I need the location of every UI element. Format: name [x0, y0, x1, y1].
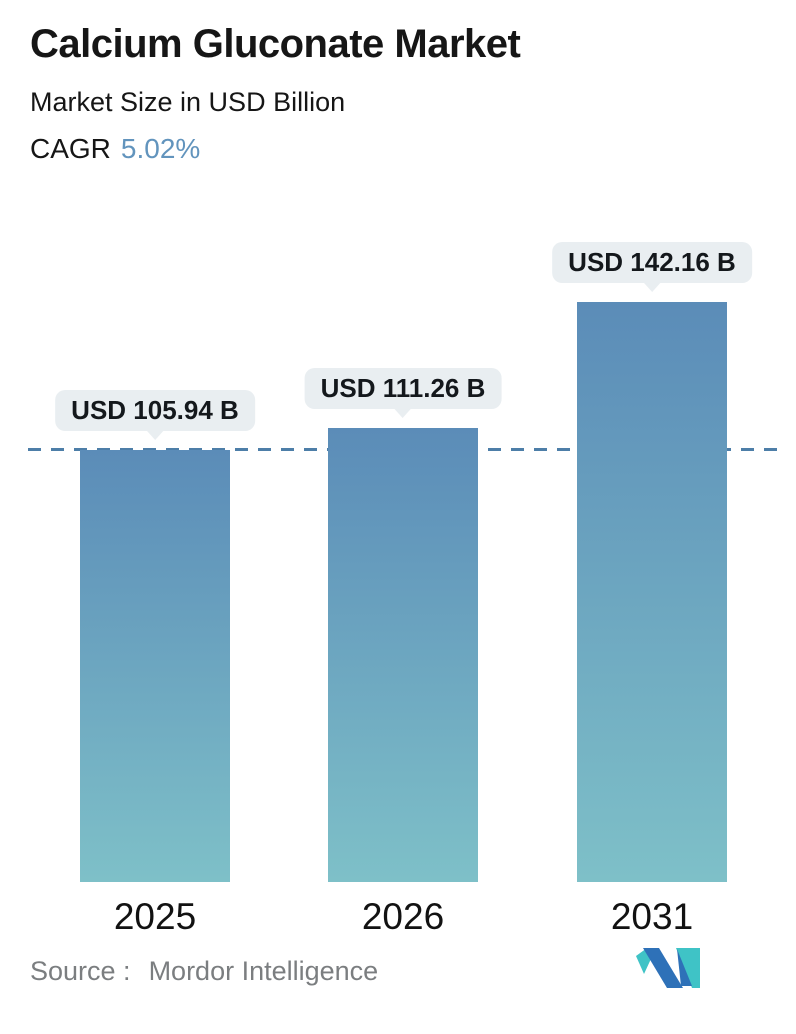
logo-blue-band: [643, 948, 683, 988]
source-label: Source :: [30, 956, 131, 986]
source-value: Mordor Intelligence: [148, 956, 379, 986]
x-axis-label-2026: 2026: [361, 896, 445, 937]
bar-2025: [80, 450, 230, 882]
mordor-intelligence-logo-icon: [636, 948, 700, 988]
cagr-label: CAGR: [30, 133, 111, 164]
bar-2031: [577, 302, 727, 882]
value-label-bubble: USD 105.94 B: [55, 390, 255, 440]
logo-teal-bar: [676, 948, 700, 988]
value-label: USD 111.26 B: [320, 373, 486, 403]
value-label: USD 142.16 B: [568, 247, 736, 277]
bar-2026: [328, 428, 478, 882]
source-line: Source : Mordor Intelligence: [30, 956, 378, 987]
x-axis-label-2031: 2031: [610, 896, 694, 937]
value-label-bubble: USD 142.16 B: [552, 242, 752, 292]
chart-title: Calcium Gluconate Market: [30, 22, 521, 66]
chart-header: Calcium Gluconate Market Market Size in …: [30, 22, 766, 165]
cagr-value: 5.02%: [120, 133, 201, 164]
chart-footer: Source : Mordor Intelligence: [0, 944, 796, 1034]
value-label-bubble: USD 111.26 B: [304, 368, 502, 418]
value-label: USD 105.94 B: [71, 395, 239, 425]
logo-blue-triangle: [677, 949, 692, 986]
x-axis-label-2025: 2025: [113, 896, 197, 937]
cagr-line: CAGR 5.02%: [30, 133, 766, 165]
chart-subtitle: Market Size in USD Billion: [30, 87, 346, 117]
